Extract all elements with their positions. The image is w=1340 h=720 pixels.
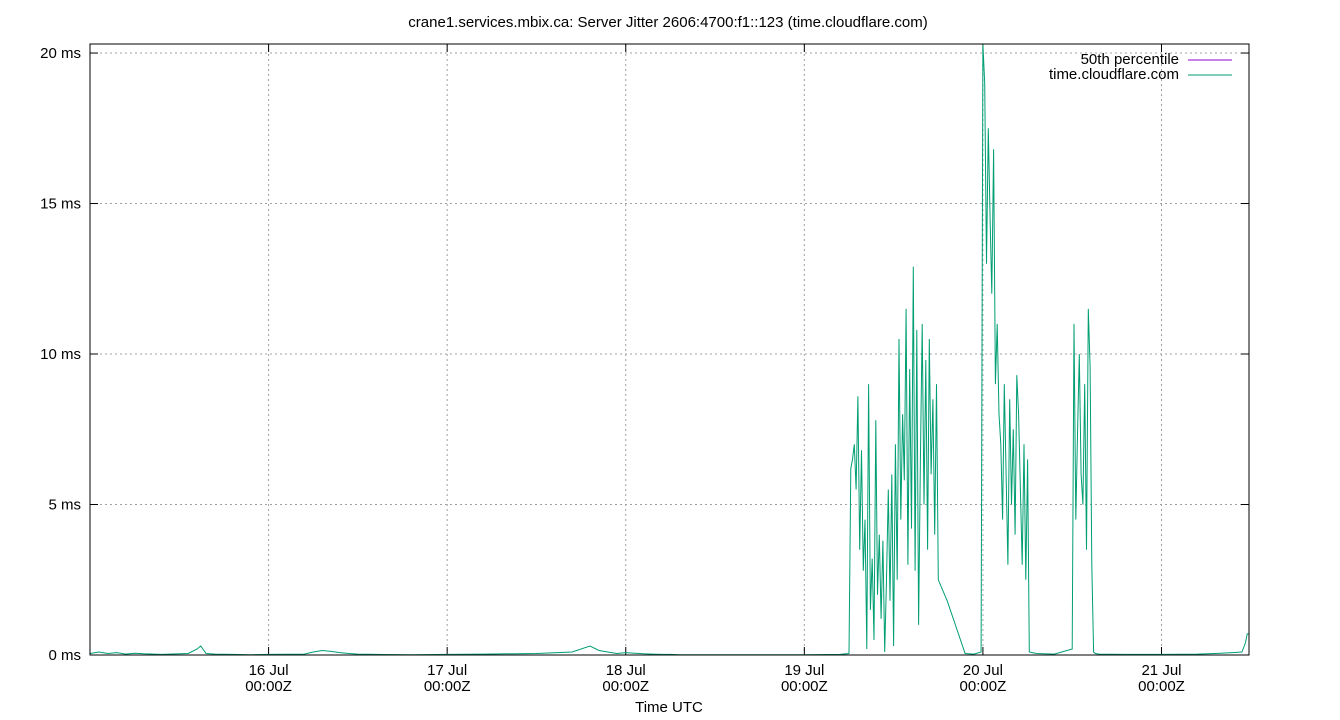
legend-label: time.cloudflare.com bbox=[1049, 66, 1179, 83]
y-tick-label: 20 ms bbox=[40, 45, 81, 62]
x-tick-label-time: 00:00Z bbox=[781, 678, 828, 695]
x-tick-label-time: 00:00Z bbox=[960, 678, 1007, 695]
x-tick-label-date: 16 Jul bbox=[249, 662, 289, 679]
legend-label: 50th percentile bbox=[1081, 51, 1179, 68]
series-line-jitter bbox=[89, 43, 1249, 656]
x-tick-label-time: 00:00Z bbox=[1138, 678, 1185, 695]
x-axis-label: Time UTC bbox=[635, 699, 703, 716]
x-tick-label-date: 17 Jul bbox=[427, 662, 467, 679]
x-tick-label-date: 19 Jul bbox=[784, 662, 824, 679]
x-tick-label-time: 00:00Z bbox=[424, 678, 471, 695]
y-tick-labels: 0 ms 5 ms 10 ms 15 ms 20 ms bbox=[40, 45, 81, 664]
x-tick-label-date: 18 Jul bbox=[606, 662, 646, 679]
x-tick-label-time: 00:00Z bbox=[245, 678, 292, 695]
y-tick-label: 15 ms bbox=[40, 196, 81, 213]
chart-title: crane1.services.mbix.ca: Server Jitter 2… bbox=[408, 14, 927, 31]
y-tick-label: 0 ms bbox=[48, 647, 81, 664]
x-tick-label-date: 20 Jul bbox=[963, 662, 1003, 679]
y-tick-label: 5 ms bbox=[48, 497, 81, 514]
plot-border bbox=[89, 43, 1250, 656]
plot-series bbox=[89, 43, 1249, 656]
y-tick-label: 10 ms bbox=[40, 346, 81, 363]
grid-lines bbox=[90, 44, 1249, 656]
x-tick-label-date: 21 Jul bbox=[1141, 662, 1181, 679]
x-tick-label-time: 00:00Z bbox=[602, 678, 649, 695]
